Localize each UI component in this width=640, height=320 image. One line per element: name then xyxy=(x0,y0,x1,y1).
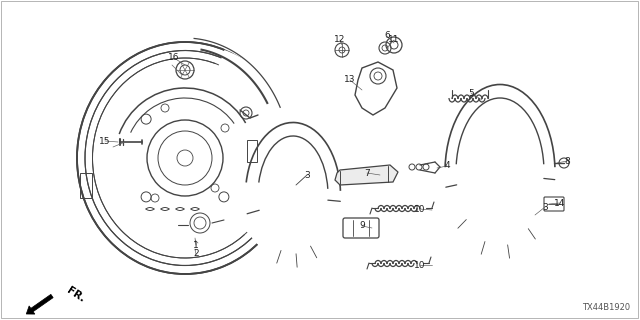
Text: 3: 3 xyxy=(542,203,548,212)
Bar xyxy=(247,140,257,162)
Text: 9: 9 xyxy=(359,221,365,230)
Text: 3: 3 xyxy=(304,171,310,180)
Text: 10: 10 xyxy=(414,260,426,269)
Text: 12: 12 xyxy=(334,36,346,44)
Text: FR.: FR. xyxy=(65,285,86,304)
Text: 14: 14 xyxy=(554,198,566,207)
FancyArrow shape xyxy=(26,294,53,314)
Text: 5: 5 xyxy=(468,89,474,98)
Text: 1: 1 xyxy=(193,241,199,250)
Polygon shape xyxy=(335,165,398,185)
Text: 2: 2 xyxy=(193,250,199,259)
Text: 6: 6 xyxy=(384,31,390,41)
Wedge shape xyxy=(185,50,300,246)
Text: 8: 8 xyxy=(564,156,570,165)
Text: 15: 15 xyxy=(99,137,111,146)
Text: 4: 4 xyxy=(444,162,450,171)
Text: 11: 11 xyxy=(388,36,400,44)
Text: 7: 7 xyxy=(364,169,370,178)
Text: 16: 16 xyxy=(168,53,180,62)
Text: 10: 10 xyxy=(414,204,426,213)
Text: 13: 13 xyxy=(344,76,356,84)
Text: TX44B1920: TX44B1920 xyxy=(582,303,630,312)
Bar xyxy=(80,173,92,198)
